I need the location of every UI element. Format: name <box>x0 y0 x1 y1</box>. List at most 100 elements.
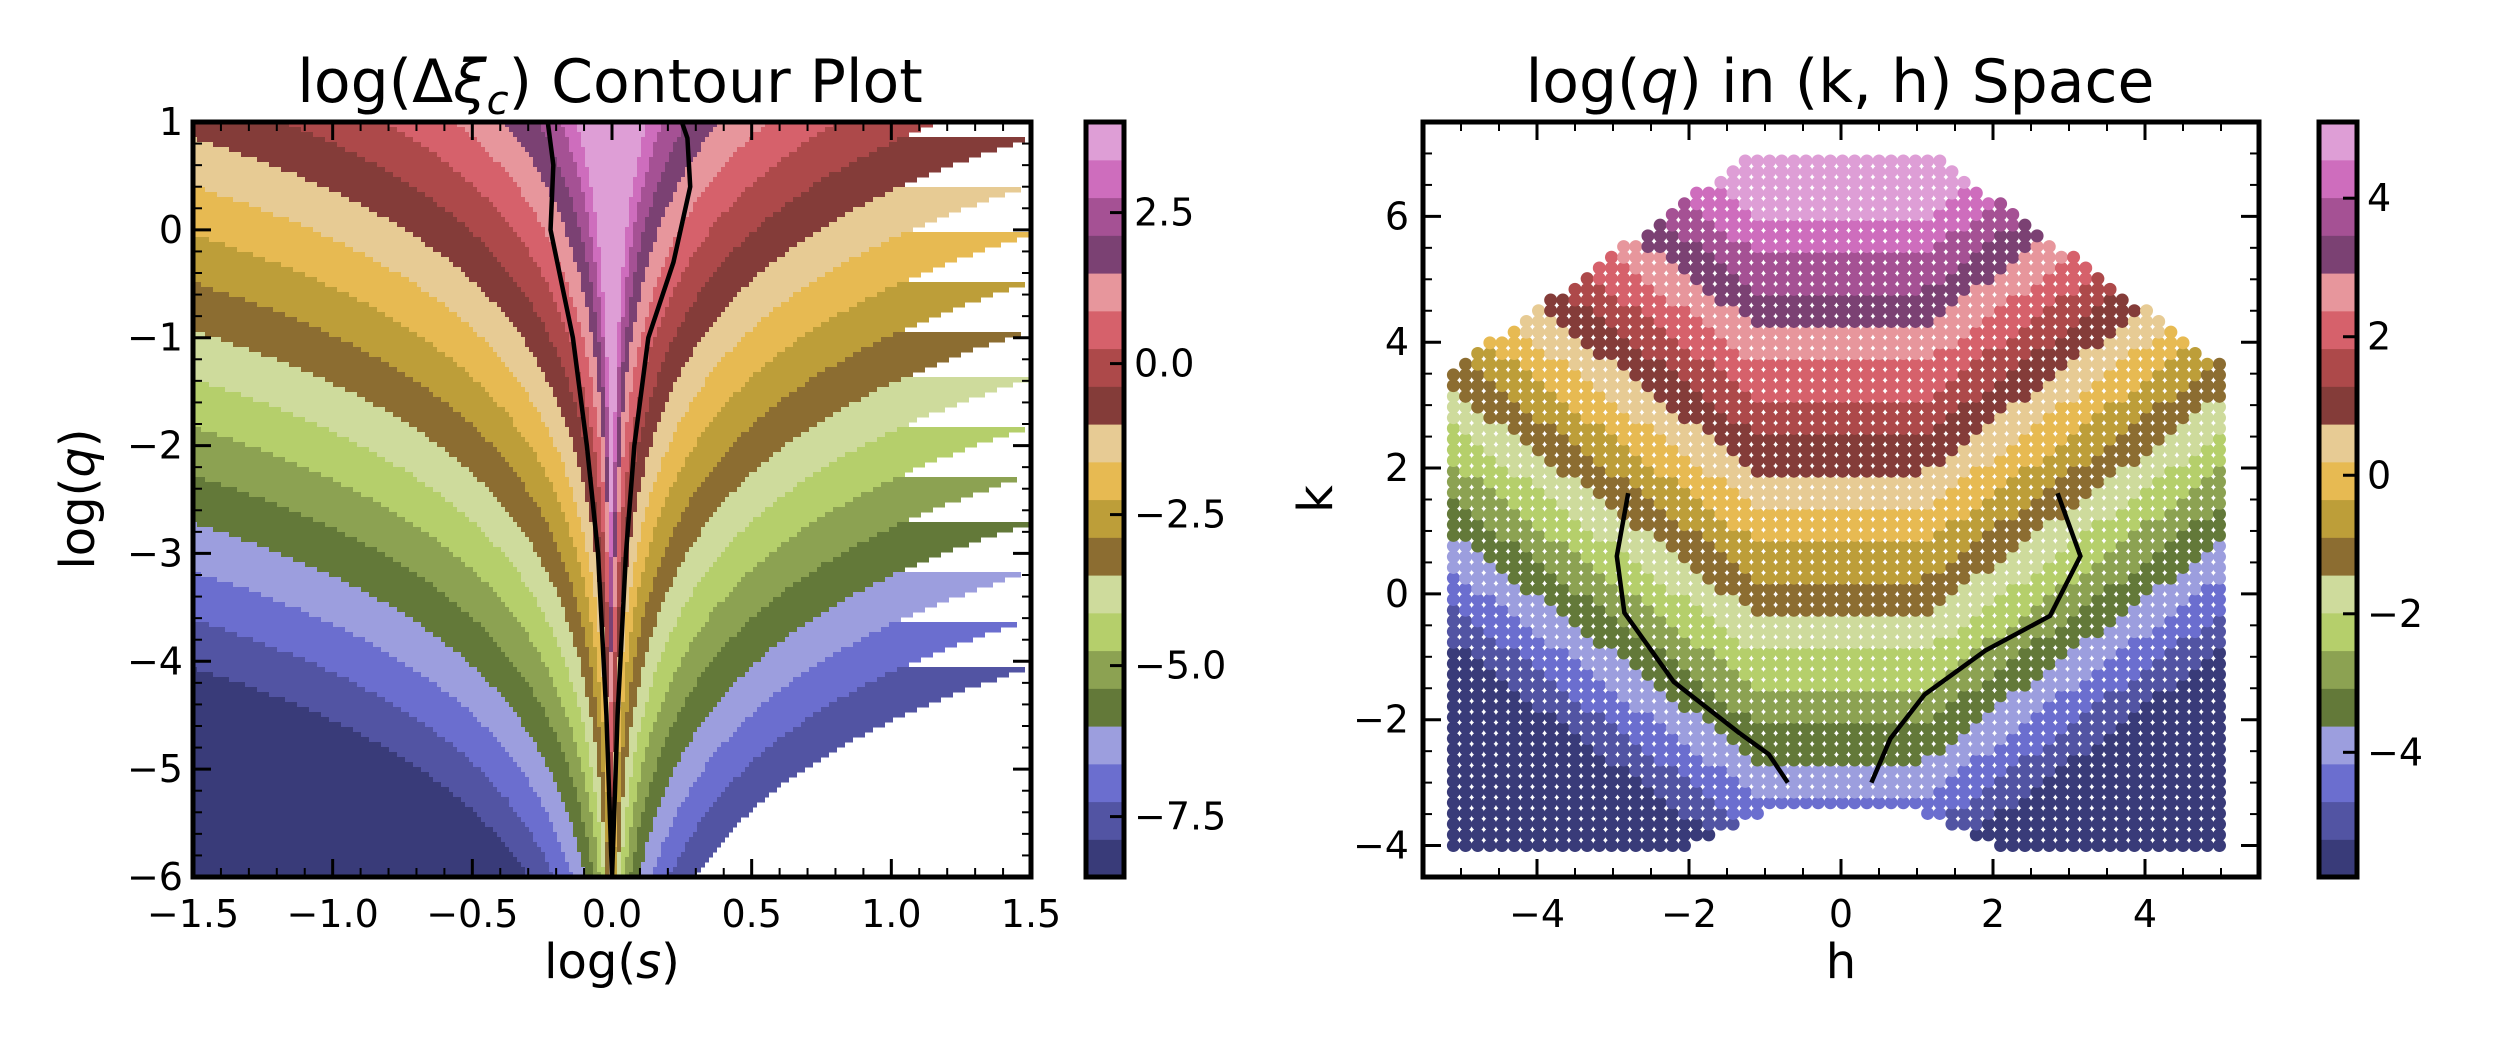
scatter-point <box>1446 689 1460 703</box>
scatter-point <box>2079 732 2093 746</box>
scatter-point <box>2164 432 2178 446</box>
scatter-point <box>1690 518 1704 532</box>
scatter-point <box>1884 347 1898 361</box>
scatter-point <box>1908 250 1922 264</box>
scatter-point <box>1690 635 1704 649</box>
scatter-point <box>2200 518 2214 532</box>
scatter-point <box>1617 774 1631 788</box>
scatter-point <box>1495 753 1509 767</box>
scatter-point <box>1945 336 1959 350</box>
scatter-point <box>1884 582 1898 596</box>
scatter-point <box>1908 486 1922 500</box>
scatter-point <box>1933 710 1947 724</box>
scatter-point <box>1775 560 1789 574</box>
scatter-point <box>2103 603 2117 617</box>
scatter-point <box>2188 411 2202 425</box>
scatter-point <box>1677 197 1691 211</box>
scatter-point <box>1714 528 1728 542</box>
scatter-point <box>1702 250 1716 264</box>
scatter-point <box>1921 475 1935 489</box>
scatter-point <box>1775 646 1789 660</box>
scatter-point <box>2042 732 2056 746</box>
scatter-point <box>1775 400 1789 414</box>
scatter-point <box>1872 528 1886 542</box>
scatter-point <box>1933 453 1947 467</box>
scatter-point <box>1981 806 1995 820</box>
scatter-point <box>1653 774 1667 788</box>
scatter-point <box>1994 229 2008 243</box>
scatter-point <box>1738 710 1752 724</box>
scatter-point <box>1483 357 1497 371</box>
scatter-point <box>1495 368 1509 382</box>
scatter-point <box>1629 357 1643 371</box>
scatter-point <box>2006 560 2020 574</box>
scatter-point <box>1921 175 1935 189</box>
scatter-point <box>1617 357 1631 371</box>
scatter-point <box>1738 518 1752 532</box>
scatter-point <box>1641 785 1655 799</box>
scatter-point <box>1665 774 1679 788</box>
scatter-point <box>1677 421 1691 435</box>
scatter-point <box>1702 603 1716 617</box>
scatter-point <box>1532 614 1546 628</box>
scatter-point <box>1568 774 1582 788</box>
scatter-point <box>2006 464 2020 478</box>
scatter-point <box>2164 560 2178 574</box>
scatter-point <box>1677 379 1691 393</box>
scatter-point <box>2103 753 2117 767</box>
scatter-point <box>1702 314 1716 328</box>
scatter-point <box>1532 518 1546 532</box>
scatter-point <box>1957 250 1971 264</box>
scatter-point <box>2042 240 2056 254</box>
scatter-point <box>2152 678 2166 692</box>
scatter-point <box>1957 475 1971 489</box>
scatter-point <box>2212 464 2226 478</box>
scatter-point <box>2164 699 2178 713</box>
scatter-point <box>1836 678 1850 692</box>
scatter-point <box>1617 678 1631 692</box>
scatter-point <box>2103 421 2117 435</box>
scatter-point <box>1592 357 1606 371</box>
scatter-point <box>1848 518 1862 532</box>
scatter-point <box>1945 282 1959 296</box>
scatter-point <box>1617 272 1631 286</box>
scatter-point <box>1836 261 1850 275</box>
scatter-point <box>1921 635 1935 649</box>
scatter-point <box>1823 175 1837 189</box>
scatter-point <box>1580 614 1594 628</box>
scatter-point <box>1714 229 1728 243</box>
scatter-point <box>1738 614 1752 628</box>
scatter-point <box>1775 261 1789 275</box>
scatter-point <box>2152 785 2166 799</box>
scatter-point <box>1617 806 1631 820</box>
scatter-point <box>1653 261 1667 275</box>
scatter-point <box>1896 625 1910 639</box>
scatter-point <box>1981 197 1995 211</box>
scatter-point <box>2140 721 2154 735</box>
scatter-point <box>1544 742 1558 756</box>
scatter-point <box>1750 550 1764 564</box>
scatter-point <box>1750 464 1764 478</box>
scatter-point <box>1617 443 1631 457</box>
scatter-point <box>1969 293 1983 307</box>
scatter-point <box>1519 817 1533 831</box>
scatter-point <box>1726 678 1740 692</box>
scatter-point <box>1604 593 1618 607</box>
scatter-point <box>2030 646 2044 660</box>
scatter-point <box>1580 432 1594 446</box>
scatter-point <box>1629 400 1643 414</box>
scatter-point <box>1714 721 1728 735</box>
scatter-point <box>1726 314 1740 328</box>
scatter-point <box>1604 261 1618 275</box>
scatter-point <box>2103 678 2117 692</box>
scatter-point <box>1823 678 1837 692</box>
scatter-point <box>2164 411 2178 425</box>
scatter-point <box>2127 571 2141 585</box>
scatter-point <box>1568 486 1582 500</box>
scatter-point <box>1848 261 1862 275</box>
scatter-point <box>1580 710 1594 724</box>
scatter-point <box>2103 507 2117 521</box>
scatter-point <box>1896 443 1910 457</box>
scatter-point <box>1933 496 1947 510</box>
scatter-point <box>1690 571 1704 585</box>
